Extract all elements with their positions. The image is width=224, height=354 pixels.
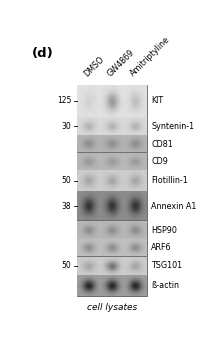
Bar	[78, 136, 147, 152]
Bar	[78, 118, 147, 135]
Text: 30: 30	[62, 122, 71, 131]
Text: Syntenin-1: Syntenin-1	[151, 122, 194, 131]
Text: ß-actin: ß-actin	[151, 281, 179, 290]
Text: TSG101: TSG101	[151, 261, 182, 270]
Bar	[78, 257, 147, 275]
Text: Amitriptyline: Amitriptyline	[129, 35, 172, 78]
Text: CD9: CD9	[151, 157, 168, 166]
Text: cell lysates: cell lysates	[87, 303, 137, 312]
Text: 50: 50	[62, 176, 71, 185]
Bar	[78, 153, 147, 170]
Text: 50: 50	[62, 261, 71, 270]
Text: (d): (d)	[31, 47, 53, 59]
Bar	[78, 85, 147, 117]
Text: Flotillin-1: Flotillin-1	[151, 176, 188, 185]
Bar	[78, 171, 147, 191]
Text: DMSO: DMSO	[83, 54, 106, 78]
Text: HSP90: HSP90	[151, 225, 177, 235]
Text: Annexin A1: Annexin A1	[151, 202, 197, 211]
Text: 38: 38	[62, 202, 71, 211]
Bar	[78, 240, 147, 256]
Bar	[78, 192, 147, 221]
Bar	[78, 222, 147, 239]
Text: CD81: CD81	[151, 140, 173, 149]
Bar	[78, 276, 147, 296]
Text: GW4869: GW4869	[106, 47, 136, 78]
Text: ARF6: ARF6	[151, 243, 172, 252]
Text: KIT: KIT	[151, 97, 163, 105]
Text: 125: 125	[57, 97, 71, 105]
